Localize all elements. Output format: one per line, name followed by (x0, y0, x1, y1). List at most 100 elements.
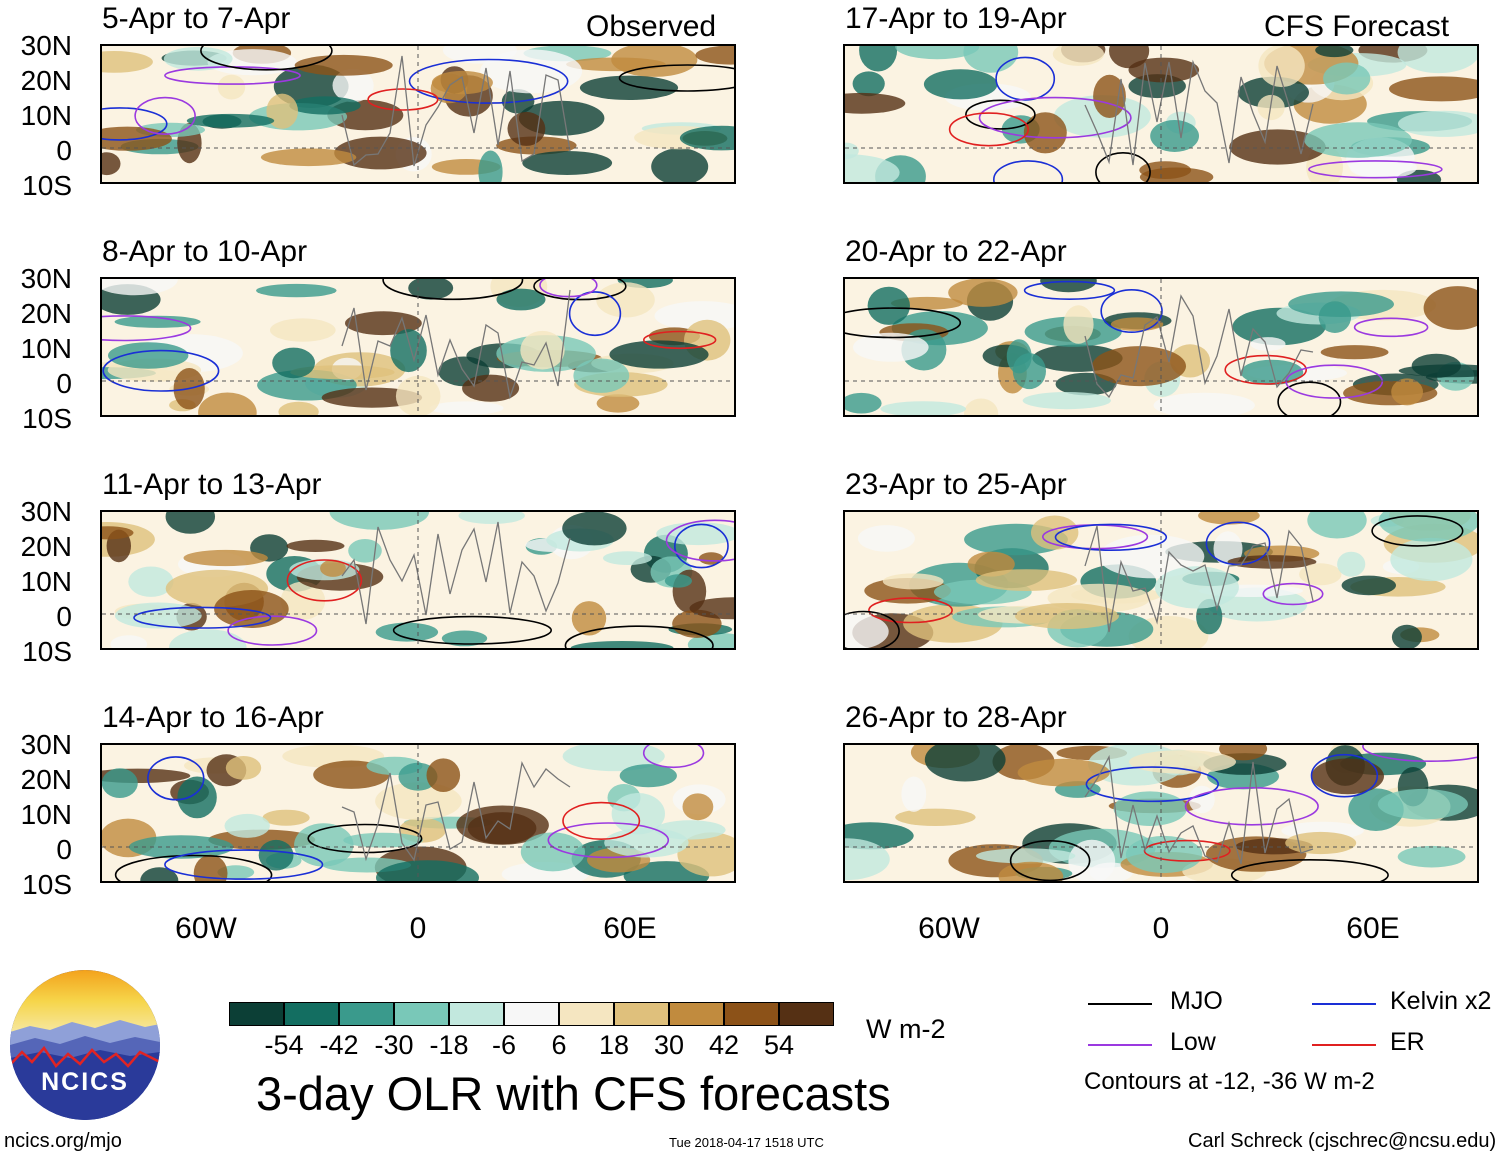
anomaly-blob (260, 148, 357, 167)
lat-label: 0 (56, 368, 72, 399)
anomaly-blob (329, 512, 429, 530)
olr-anomaly-map (845, 512, 1477, 648)
observed-label: Observed (586, 10, 717, 43)
anomaly-blob (522, 151, 613, 175)
anomaly-blob (270, 318, 336, 342)
wave-contour (868, 597, 953, 624)
anomaly-blob (619, 764, 677, 788)
anomaly-blob (901, 776, 927, 812)
anomaly-blob (1188, 785, 1215, 814)
anomaly-blob (431, 70, 493, 95)
coastline (1084, 525, 1314, 633)
olr-anomaly-map (102, 279, 734, 415)
anomaly-blob (1411, 353, 1461, 378)
anomaly-blob (343, 832, 423, 848)
anomaly-blob (198, 392, 257, 415)
footer-url[interactable]: ncics.org/mjo (4, 1130, 122, 1152)
anomaly-blob (294, 54, 393, 76)
coastline (1084, 294, 1314, 399)
wave-contour (200, 46, 333, 71)
anomaly-blob (1299, 563, 1342, 586)
anomaly-blob (290, 365, 395, 380)
map-panel-observed-3 (100, 510, 736, 650)
anomaly-blob (128, 566, 174, 597)
wave-contour (618, 64, 734, 92)
anomaly-blob (1015, 603, 1119, 629)
olr-anomaly-map (845, 745, 1477, 881)
lat-label: 10S (22, 170, 72, 201)
anomaly-blob (1012, 353, 1046, 390)
colorbar-label: -54 (264, 1030, 304, 1060)
anomaly-blob (845, 392, 882, 414)
olr-anomaly-map (102, 512, 734, 648)
panel-title-forecast-2: 20-Apr to 22-Apr (845, 235, 1067, 268)
anomaly-blob (272, 347, 315, 379)
anomaly-blob (1390, 537, 1473, 582)
anomaly-blob (258, 839, 294, 871)
wave-contour (665, 519, 734, 562)
wave-contour (533, 279, 627, 301)
wave-contour (547, 822, 670, 859)
anomaly-blob (1307, 512, 1367, 539)
lat-label: 10N (20, 100, 72, 131)
anomaly-blob (110, 635, 148, 648)
panel-title-forecast-1: 17-Apr to 19-Apr (845, 2, 1067, 35)
wave-contour (674, 523, 729, 569)
anomaly-blob (169, 629, 247, 648)
anomaly-blob (573, 358, 630, 393)
anomaly-blob (1391, 378, 1423, 406)
colorbar-label: 6 (551, 1030, 567, 1060)
anomaly-blob (102, 279, 178, 296)
anomaly-blob (1052, 46, 1104, 66)
wave-contour (1230, 859, 1389, 881)
anomaly-blob (429, 401, 504, 415)
anomaly-blob (1098, 534, 1205, 579)
wave-contour (978, 96, 1132, 139)
anomaly-blob (458, 512, 525, 524)
anomaly-blob (967, 551, 1015, 577)
wave-contour (965, 99, 1036, 130)
anomaly-blob (224, 813, 270, 838)
anomaly-blob (1139, 161, 1192, 179)
anomaly-blob (266, 93, 298, 129)
logo-text: NCICS (41, 1068, 129, 1096)
anomaly-blob (165, 512, 215, 534)
colorbar-swatch (339, 1002, 394, 1026)
anomaly-blob (689, 597, 734, 620)
anomaly-blob (177, 776, 217, 819)
colorbar-swatch (614, 1002, 669, 1026)
panel-title-forecast-4: 26-Apr to 28-Apr (845, 701, 1067, 734)
anomaly-blob (1315, 46, 1354, 58)
anomaly-blob (895, 46, 980, 60)
wave-contour (1143, 839, 1231, 862)
anomaly-blob (845, 154, 900, 182)
anomaly-blob (520, 832, 585, 872)
colorbar-swatch (394, 1002, 449, 1026)
colorbar-swatch (559, 1002, 614, 1026)
main-title: 3-day OLR with CFS forecasts (256, 1067, 891, 1120)
wave-contour (539, 279, 598, 298)
anomaly-blob (262, 809, 310, 826)
anomaly-blob (975, 569, 1078, 591)
legend-label-low: Low (1170, 1028, 1216, 1056)
anomaly-blob (462, 374, 520, 402)
wave-contour (1224, 354, 1308, 385)
lat-label: 10N (20, 566, 72, 597)
wave-contour (1100, 288, 1163, 334)
olr-anomaly-map (102, 745, 734, 881)
panel-title-forecast-3: 23-Apr to 25-Apr (845, 468, 1067, 501)
colorbar-swatch (284, 1002, 339, 1026)
panel-title-observed-4: 14-Apr to 16-Apr (102, 701, 324, 734)
anomaly-blob (102, 768, 138, 798)
anomaly-blob (579, 75, 679, 100)
anomaly-blob (334, 136, 427, 170)
lat-label: 20N (20, 531, 72, 562)
map-panel-forecast-3 (843, 510, 1479, 650)
anomaly-blob (1229, 129, 1326, 165)
anomaly-blob (395, 375, 441, 415)
wave-contour (1184, 786, 1319, 826)
wave-contour (102, 349, 220, 392)
anomaly-blob (114, 315, 201, 328)
map-panel-observed-4 (100, 743, 736, 883)
wave-contour (408, 58, 569, 104)
